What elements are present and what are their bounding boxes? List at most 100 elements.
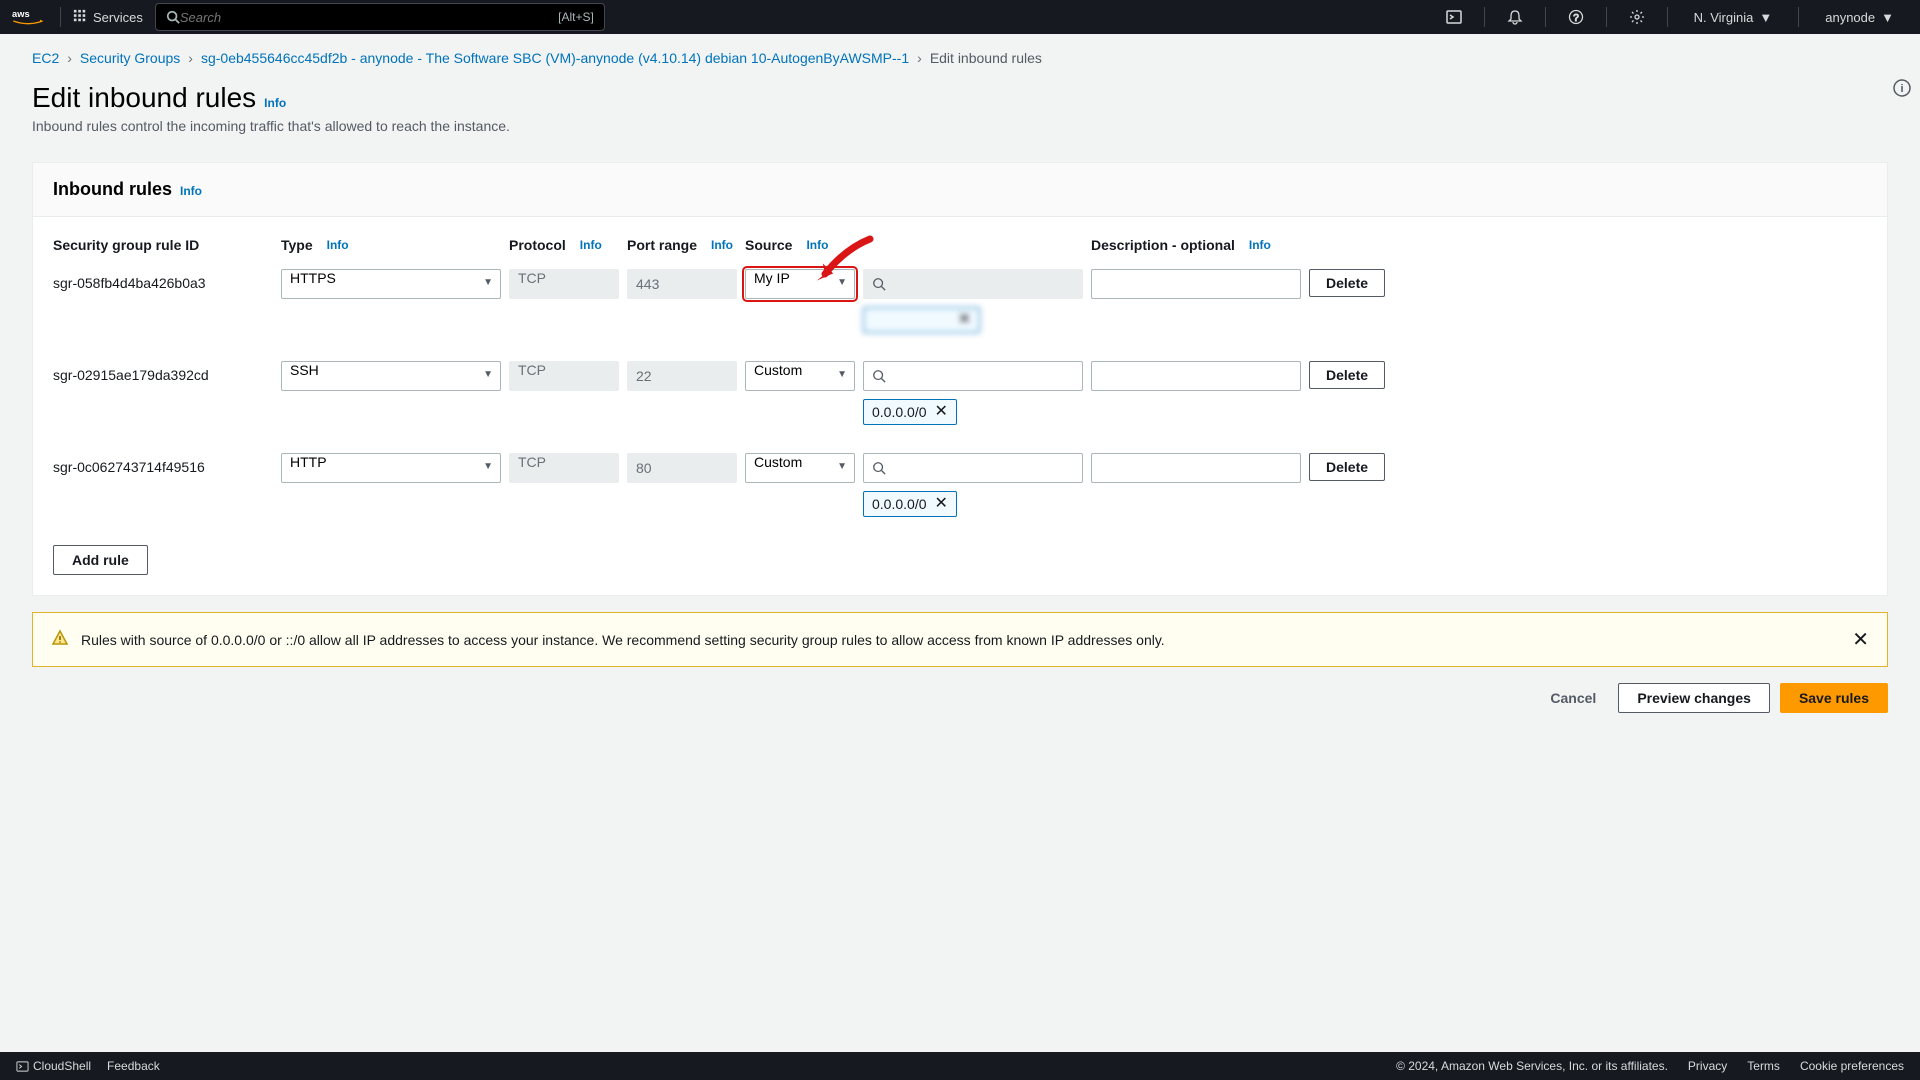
svg-text:?: ? (1573, 13, 1579, 24)
rule-id: sgr-0c062743714f49516 (53, 453, 273, 475)
cancel-button[interactable]: Cancel (1538, 683, 1608, 713)
info-link[interactable]: Info (264, 96, 286, 110)
gear-icon[interactable] (1619, 0, 1655, 34)
feedback-link[interactable]: Feedback (107, 1059, 160, 1073)
copyright: © 2024, Amazon Web Services, Inc. or its… (1396, 1059, 1668, 1073)
search-shortcut: [Alt+S] (558, 10, 594, 24)
info-link[interactable]: Info (1249, 238, 1271, 252)
nav-divider (1667, 7, 1668, 27)
source-search (863, 269, 1083, 299)
bottom-bar: CloudShell Feedback © 2024, Amazon Web S… (0, 1052, 1920, 1080)
source-tag-value: 0.0.0.0/0 (872, 496, 927, 512)
search-input[interactable] (180, 10, 558, 25)
rule-row: sgr-058fb4d4ba426b0a3 HTTPS TCP My IP ✕ … (53, 269, 1867, 333)
remove-tag-icon[interactable]: ✕ (958, 312, 971, 328)
svg-text:i: i (1900, 83, 1903, 95)
remove-tag-icon[interactable]: ✕ (935, 404, 948, 420)
nav-divider (1798, 7, 1799, 27)
cookies-link[interactable]: Cookie preferences (1800, 1059, 1904, 1073)
breadcrumb: EC2 › Security Groups › sg-0eb455646cc45… (0, 34, 1920, 74)
protocol-field: TCP (509, 361, 619, 391)
source-search[interactable] (863, 361, 1083, 391)
breadcrumb-link[interactable]: sg-0eb455646cc45df2b - anynode - The Sof… (201, 50, 909, 66)
page-header: Edit inbound rules Info Inbound rules con… (0, 74, 1920, 146)
bell-icon[interactable] (1497, 0, 1533, 34)
services-menu[interactable]: Services (73, 9, 143, 26)
grid-icon (73, 9, 87, 26)
source-tag-value (872, 312, 950, 328)
terms-link[interactable]: Terms (1747, 1059, 1780, 1073)
source-tag[interactable]: 0.0.0.0/0 ✕ (863, 399, 957, 425)
services-label: Services (93, 10, 143, 25)
source-search[interactable] (863, 453, 1083, 483)
user-label: anynode (1825, 10, 1875, 25)
remove-tag-icon[interactable]: ✕ (935, 496, 948, 512)
info-link[interactable]: Info (711, 238, 733, 252)
rule-row: sgr-0c062743714f49516 HTTP TCP Custom 0.… (53, 453, 1867, 517)
col-protocol: ProtocolInfo (509, 237, 619, 253)
protocol-field: TCP (509, 453, 619, 483)
rule-row: sgr-02915ae179da392cd SSH TCP Custom 0.0… (53, 361, 1867, 425)
type-select[interactable]: HTTPS (281, 269, 501, 299)
port-field (627, 453, 737, 483)
breadcrumb-sep: › (917, 50, 922, 66)
privacy-link[interactable]: Privacy (1688, 1059, 1727, 1073)
source-tag[interactable]: ✕ (863, 307, 980, 333)
protocol-field: TCP (509, 269, 619, 299)
nav-right: ? N. Virginia▼ anynode▼ (1436, 0, 1908, 34)
warning-banner: Rules with source of 0.0.0.0/0 or ::/0 a… (32, 612, 1888, 667)
breadcrumb-link[interactable]: Security Groups (80, 50, 180, 66)
nav-divider (1484, 7, 1485, 27)
description-input[interactable] (1091, 453, 1301, 483)
col-rule-id: Security group rule ID (53, 237, 273, 253)
source-mode-select[interactable]: Custom (745, 453, 855, 483)
delete-button[interactable]: Delete (1309, 453, 1385, 481)
cloudshell-icon[interactable] (1436, 0, 1472, 34)
info-link[interactable]: Info (327, 238, 349, 252)
global-search[interactable]: [Alt+S] (155, 3, 605, 31)
col-type: TypeInfo (281, 237, 501, 253)
info-link[interactable]: Info (806, 238, 828, 252)
breadcrumb-sep: › (188, 50, 193, 66)
page-title: Edit inbound rules (32, 82, 256, 114)
nav-divider (60, 7, 61, 27)
page-description: Inbound rules control the incoming traff… (32, 118, 1888, 134)
panel-header: Inbound rulesInfo (33, 163, 1887, 217)
source-tag-value: 0.0.0.0/0 (872, 404, 927, 420)
top-nav: aws Services [Alt+S] ? N. Virginia▼ anyn… (0, 0, 1920, 34)
region-selector[interactable]: N. Virginia▼ (1680, 10, 1787, 25)
source-tag[interactable]: 0.0.0.0/0 ✕ (863, 491, 957, 517)
col-port: Port rangeInfo (627, 237, 737, 253)
source-mode-select[interactable]: My IP (745, 269, 855, 299)
breadcrumb-link[interactable]: EC2 (32, 50, 59, 66)
close-icon[interactable]: ✕ (1852, 627, 1869, 652)
type-select[interactable]: SSH (281, 361, 501, 391)
port-field (627, 361, 737, 391)
inbound-rules-panel: Inbound rulesInfo Security group rule ID… (32, 162, 1888, 596)
type-select[interactable]: HTTP (281, 453, 501, 483)
info-panel-toggle[interactable]: i (1892, 78, 1912, 103)
warning-icon (51, 629, 69, 650)
description-input[interactable] (1091, 361, 1301, 391)
aws-logo[interactable]: aws (12, 7, 44, 27)
help-icon[interactable]: ? (1558, 0, 1594, 34)
add-rule-button[interactable]: Add rule (53, 545, 148, 575)
info-link[interactable]: Info (580, 238, 602, 252)
preview-button[interactable]: Preview changes (1618, 683, 1770, 713)
rule-id: sgr-058fb4d4ba426b0a3 (53, 269, 273, 291)
info-link[interactable]: Info (180, 184, 202, 198)
breadcrumb-sep: › (67, 50, 72, 66)
col-source: SourceInfo (745, 237, 855, 253)
delete-button[interactable]: Delete (1309, 269, 1385, 297)
source-mode-select[interactable]: Custom (745, 361, 855, 391)
user-menu[interactable]: anynode▼ (1811, 10, 1908, 25)
rules-header-row: Security group rule ID TypeInfo Protocol… (53, 237, 1867, 253)
nav-divider (1545, 7, 1546, 27)
save-button[interactable]: Save rules (1780, 683, 1888, 713)
cloudshell-link[interactable]: CloudShell (16, 1059, 91, 1073)
search-icon (166, 10, 180, 24)
action-bar: Cancel Preview changes Save rules (32, 683, 1888, 713)
warning-text: Rules with source of 0.0.0.0/0 or ::/0 a… (81, 632, 1165, 648)
delete-button[interactable]: Delete (1309, 361, 1385, 389)
description-input[interactable] (1091, 269, 1301, 299)
